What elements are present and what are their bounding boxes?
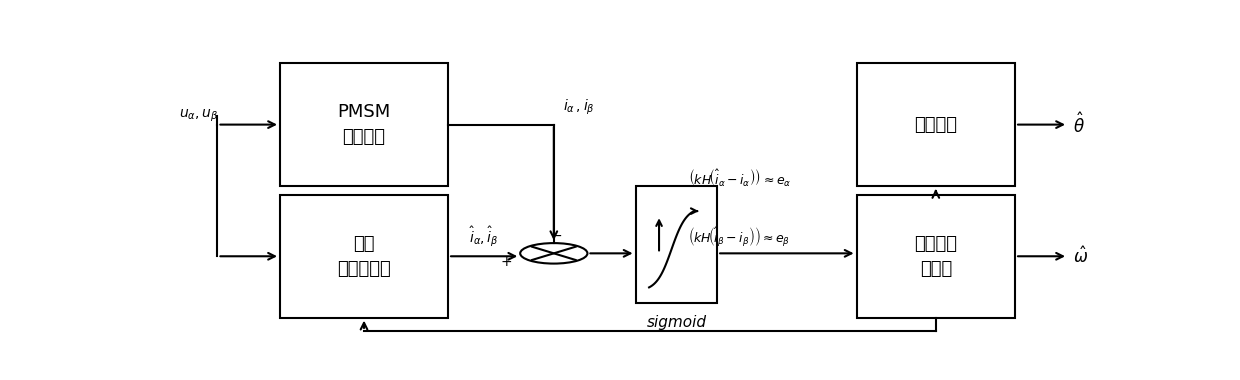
Bar	[857, 63, 1016, 186]
Text: $-$: $-$	[549, 228, 562, 242]
Text: PMSM
数学模型: PMSM 数学模型	[337, 103, 391, 146]
Text: $+$: $+$	[501, 255, 512, 269]
Text: $\hat{\theta}$: $\hat{\theta}$	[1073, 112, 1085, 137]
Text: $\hat{i}_{\alpha},\hat{i}_{\beta}$: $\hat{i}_{\alpha},\hat{i}_{\beta}$	[469, 225, 498, 249]
Text: $i_{\alpha}\,,i_{\beta}$: $i_{\alpha}\,,i_{\beta}$	[563, 98, 595, 117]
Text: sigmoid: sigmoid	[646, 315, 707, 330]
Text: $u_{\alpha},u_{\beta}$: $u_{\alpha},u_{\beta}$	[179, 108, 218, 124]
Text: 滑模
电流观测器: 滑模 电流观测器	[337, 235, 391, 278]
Bar	[280, 63, 448, 186]
Bar	[635, 186, 717, 303]
Text: $\hat{\omega}$: $\hat{\omega}$	[1073, 246, 1087, 266]
Text: $\left(kH\!\left(\hat{i}_{\alpha}-i_{\alpha}\right)\right)\approx e_{\alpha}$: $\left(kH\!\left(\hat{i}_{\alpha}-i_{\al…	[688, 168, 792, 189]
Text: 反电动势
观测器: 反电动势 观测器	[914, 235, 957, 278]
Bar	[280, 195, 448, 318]
Circle shape	[521, 243, 588, 264]
Bar	[857, 195, 1016, 318]
Text: $\left(kH\!\left(\hat{i}_{\beta}-i_{\beta}\right)\right)\approx e_{\beta}$: $\left(kH\!\left(\hat{i}_{\beta}-i_{\bet…	[688, 226, 791, 249]
Text: 位置计算: 位置计算	[914, 116, 957, 134]
